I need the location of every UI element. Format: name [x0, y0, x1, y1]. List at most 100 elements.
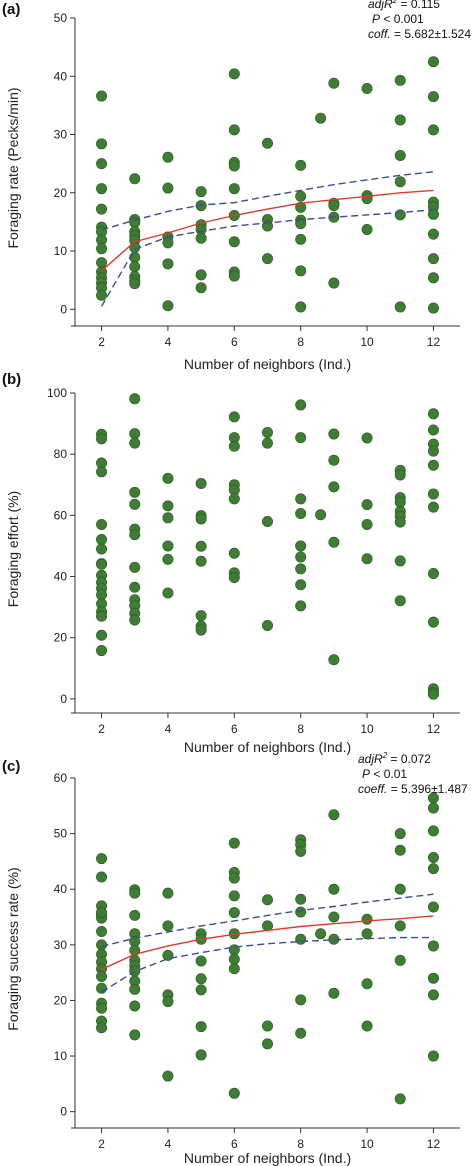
ci-upper-line	[101, 893, 434, 948]
data-point	[96, 629, 108, 641]
panel-label: (c)	[2, 758, 20, 775]
data-point	[315, 509, 327, 521]
data-point	[361, 553, 373, 565]
coefficient-text: coff. = 5.682±1.524	[368, 27, 471, 41]
data-point	[129, 251, 141, 263]
panel-label: (b)	[2, 371, 21, 388]
data-point	[195, 540, 207, 552]
data-point	[228, 1087, 240, 1099]
data-point	[162, 512, 174, 524]
data-point	[394, 828, 406, 840]
data-point	[427, 825, 439, 837]
data-point	[228, 124, 240, 136]
ci-lower-line	[100, 209, 434, 307]
ci-upper-line	[101, 171, 434, 231]
data-point	[195, 232, 207, 244]
data-point	[261, 1038, 273, 1050]
data-point	[195, 610, 207, 622]
data-points	[96, 393, 439, 700]
data-point	[295, 994, 307, 1006]
data-point	[195, 984, 207, 996]
data-point	[129, 173, 141, 185]
data-point	[427, 1050, 439, 1062]
data-point	[96, 939, 108, 951]
data-point	[295, 906, 307, 918]
data-point	[195, 282, 207, 294]
data-point	[427, 802, 439, 814]
data-point	[427, 972, 439, 984]
data-point	[361, 193, 373, 205]
data-point	[427, 616, 439, 628]
data-point	[228, 963, 240, 975]
p-value-text: P < 0.001	[372, 12, 424, 26]
data-point	[295, 845, 307, 857]
data-point	[195, 955, 207, 967]
data-point	[129, 498, 141, 510]
x-tick-label: 6	[231, 1137, 238, 1151]
y-tick-label: 20	[54, 631, 68, 645]
adjr2-text: adjR2 = 0.072	[358, 751, 431, 766]
data-point	[162, 258, 174, 270]
data-point	[162, 587, 174, 599]
data-point	[361, 519, 373, 531]
y-tick-label: 20	[54, 993, 68, 1007]
data-point	[261, 426, 273, 438]
data-point	[427, 940, 439, 952]
data-point	[228, 411, 240, 423]
data-point	[295, 493, 307, 505]
data-point	[96, 610, 108, 622]
panel-3: (c) 0 10 20 30 40 50 60 2 4 6 8 10 12 Number of neighb…	[2, 751, 468, 1166]
data-point	[295, 600, 307, 612]
data-point	[394, 844, 406, 856]
data-point	[129, 437, 141, 449]
data-point	[96, 543, 108, 555]
data-point	[228, 547, 240, 559]
data-point	[361, 913, 373, 925]
y-tick-label: 10	[54, 1049, 68, 1063]
x-tick-label: 4	[165, 722, 172, 736]
data-point	[162, 1070, 174, 1082]
data-point	[228, 571, 240, 583]
y-tick-label: 30	[54, 938, 68, 952]
y-tick-label: 100	[47, 386, 67, 400]
data-point	[195, 269, 207, 281]
data-point	[162, 949, 174, 961]
data-point	[295, 159, 307, 171]
data-point	[427, 408, 439, 420]
data-point	[228, 440, 240, 452]
data-point	[361, 928, 373, 940]
data-point	[129, 561, 141, 573]
data-point	[228, 160, 240, 172]
y-tick-label: 40	[54, 69, 68, 83]
data-point	[328, 277, 340, 289]
y-tick-label: 40	[54, 882, 68, 896]
data-point	[394, 114, 406, 126]
data-point	[394, 209, 406, 221]
data-point	[427, 228, 439, 240]
x-tick-label: 10	[360, 335, 374, 349]
data-point	[195, 973, 207, 985]
data-point	[129, 1029, 141, 1041]
x-tick-label: 2	[98, 722, 105, 736]
data-point	[129, 909, 141, 921]
data-point	[295, 301, 307, 313]
data-point	[261, 894, 273, 906]
data-point	[295, 432, 307, 444]
data-point	[162, 920, 174, 932]
data-point	[427, 901, 439, 913]
data-point	[96, 203, 108, 215]
x-tick-label: 4	[165, 335, 172, 349]
data-point	[129, 486, 141, 498]
data-point	[295, 933, 307, 945]
x-axis-title: Number of neighbors (Ind.)	[184, 1150, 351, 1166]
data-point	[394, 555, 406, 567]
data-point	[394, 516, 406, 528]
coefficient-text: coeff. = 5.396±1.487	[358, 782, 468, 796]
data-point	[96, 466, 108, 478]
data-point	[96, 243, 108, 255]
data-point	[96, 433, 108, 445]
x-axis-title: Number of neighbors (Ind.)	[184, 739, 351, 755]
x-tick-label: 8	[297, 722, 304, 736]
data-point	[394, 883, 406, 895]
